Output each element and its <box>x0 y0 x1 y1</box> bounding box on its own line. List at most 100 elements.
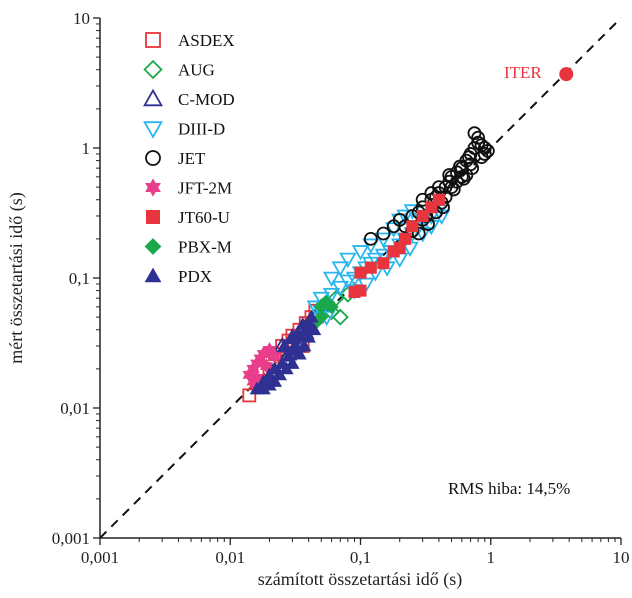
legend-label: ASDEX <box>178 31 235 50</box>
data-point <box>314 309 329 325</box>
legend-marker <box>143 88 163 107</box>
series-jt60-u <box>348 193 445 299</box>
legend-marker <box>145 150 161 166</box>
data-point <box>422 219 441 236</box>
data-point <box>246 373 260 390</box>
legend-label: PDX <box>178 267 212 286</box>
data-point <box>432 193 445 206</box>
y-axis-title: mért összetartási idő (s) <box>6 192 27 363</box>
data-point <box>322 271 341 288</box>
x-tick-label: 0,1 <box>350 548 371 567</box>
legend: ASDEX AUG C-MOD DIII-D JET JFT-2M JT60-U PBX-M P… <box>143 31 235 286</box>
y-tick-label: 1 <box>82 139 91 158</box>
data-point <box>292 346 307 360</box>
legend-marker <box>144 267 162 283</box>
data-point <box>446 182 461 197</box>
legend-item-jet: JET <box>145 149 206 168</box>
data-point <box>304 309 319 323</box>
x-axis-title: számított összetartási idő (s) <box>258 569 462 590</box>
data-point <box>456 171 471 186</box>
data-point <box>348 286 361 299</box>
legend-label: PBX-M <box>178 238 232 257</box>
legend-item-pbx-m: PBX-M <box>144 238 232 257</box>
data-point <box>324 299 339 315</box>
data-point <box>374 232 393 248</box>
legend-label: JET <box>178 149 206 168</box>
data-point <box>267 374 283 387</box>
data-point <box>374 248 393 265</box>
data-point <box>331 280 350 297</box>
data-point <box>393 242 406 255</box>
y-tick-label: 10 <box>73 9 90 28</box>
data-point <box>339 252 357 269</box>
data-point <box>442 168 457 182</box>
data-point <box>467 126 482 141</box>
data-point <box>322 287 341 304</box>
x-tick-label: 10 <box>613 548 630 567</box>
data-point <box>396 209 414 225</box>
legend-marker <box>145 178 161 197</box>
data-point <box>331 261 350 277</box>
y-tick-label: 0,001 <box>52 529 90 548</box>
data-points <box>242 67 574 403</box>
data-point <box>477 141 492 155</box>
axes: 0,001 0,01 0,1 1 10 0,001 0,01 0,1 1 10 <box>52 9 630 567</box>
data-point <box>268 348 282 365</box>
data-point <box>411 226 426 241</box>
data-point <box>377 257 390 270</box>
data-point <box>454 161 469 176</box>
data-point <box>462 150 476 165</box>
data-point <box>331 308 349 326</box>
data-point <box>471 130 486 145</box>
legend-item-jft-2m: JFT-2M <box>145 178 232 198</box>
data-point <box>306 322 322 336</box>
y-tick-label: 0,01 <box>60 399 90 418</box>
legend-marker <box>144 238 162 255</box>
data-point <box>295 317 310 330</box>
iter-label: ITER <box>504 63 542 82</box>
legend-item-asdex: ASDEX <box>145 31 235 50</box>
x-tick-label: 1 <box>487 548 496 567</box>
legend-marker <box>146 210 160 224</box>
rms-annotation: RMS hiba: 14,5% <box>448 479 570 498</box>
legend-label: JFT-2M <box>178 179 232 198</box>
data-point <box>339 274 357 290</box>
x-tick-label: 0,001 <box>81 548 119 567</box>
data-point <box>354 266 367 279</box>
legend-item-diii-d: DIII-D <box>143 120 225 139</box>
data-point <box>290 325 305 339</box>
legend-item-c-mod: C-MOD <box>143 88 235 109</box>
series-jft-2m <box>242 342 282 390</box>
legend-label: AUG <box>178 61 215 80</box>
legend-label: JT60-U <box>178 208 230 227</box>
legend-label: DIII-D <box>178 120 225 139</box>
data-point <box>477 147 492 161</box>
data-point <box>277 338 292 352</box>
legend-marker <box>143 59 163 80</box>
series-pdx <box>249 309 322 395</box>
legend-item-aug: AUG <box>143 59 215 80</box>
data-point <box>362 238 380 254</box>
data-point <box>363 231 378 246</box>
x-tick-label: 0,01 <box>215 548 245 567</box>
y-tick-label: 0,1 <box>69 269 90 288</box>
data-point <box>474 138 489 153</box>
series-highlight <box>559 67 574 82</box>
data-point <box>242 388 257 403</box>
data-point <box>415 192 430 207</box>
legend-marker <box>143 121 163 139</box>
data-point <box>351 245 370 261</box>
data-point <box>256 346 271 362</box>
data-point <box>399 232 412 245</box>
data-point <box>453 159 467 174</box>
data-point <box>262 342 277 358</box>
legend-marker <box>145 32 161 48</box>
data-point <box>297 338 312 352</box>
data-point <box>364 261 377 274</box>
legend-item-jt60-u: JT60-U <box>146 208 230 227</box>
data-point <box>559 67 574 82</box>
legend-item-pdx: PDX <box>144 267 212 286</box>
data-point <box>406 220 419 233</box>
legend-label: C-MOD <box>178 90 235 109</box>
